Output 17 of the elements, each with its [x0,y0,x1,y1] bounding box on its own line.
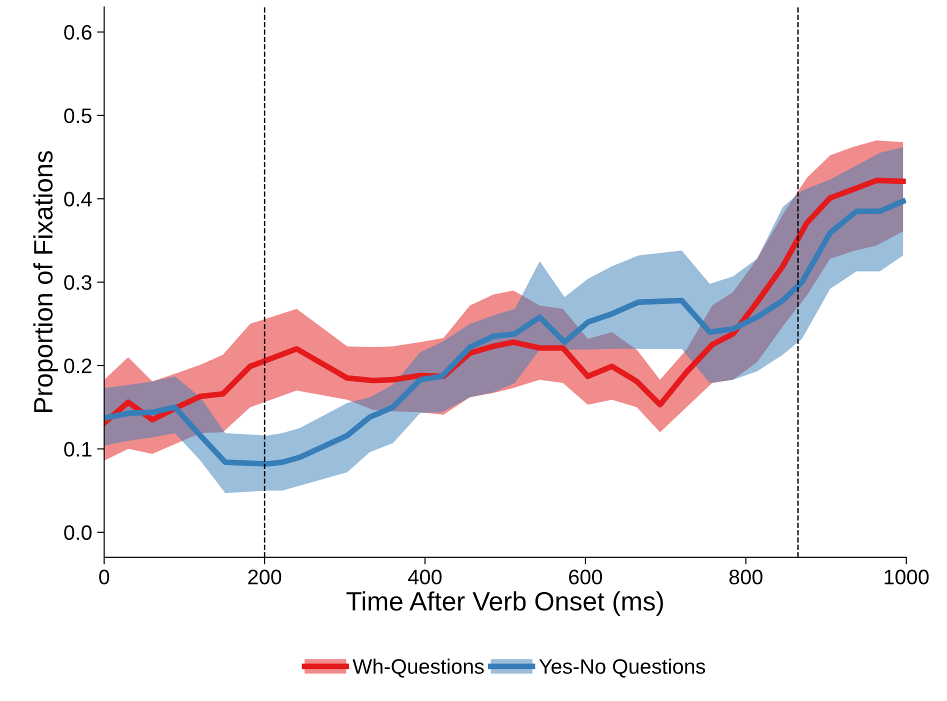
y-tick-label: 0.6 [64,25,92,40]
y-tick-label: 0.2 [64,358,92,374]
y-tick-label: 0.1 [64,442,92,457]
x-tick-label: 0 [99,570,110,584]
x-tick-label: 400 [408,570,442,584]
legend-label: Wh-Questions [352,658,484,678]
x-tick-label: 800 [729,570,762,584]
x-tick-label: 1000 [884,570,929,584]
y-axis-title: Proportion of Fixations [33,151,58,412]
x-tick-label: 600 [569,570,602,584]
x-tick-label: 200 [248,570,282,584]
legend-label: Yes-No Questions [539,658,706,678]
y-tick-label: 0.5 [64,108,92,124]
y-tick-label: 0.0 [64,525,92,540]
y-tick-label: 0.3 [64,275,92,290]
x-axis-title: Time After Verb Onset (ms) [346,591,663,616]
y-tick-label: 0.4 [64,192,92,207]
